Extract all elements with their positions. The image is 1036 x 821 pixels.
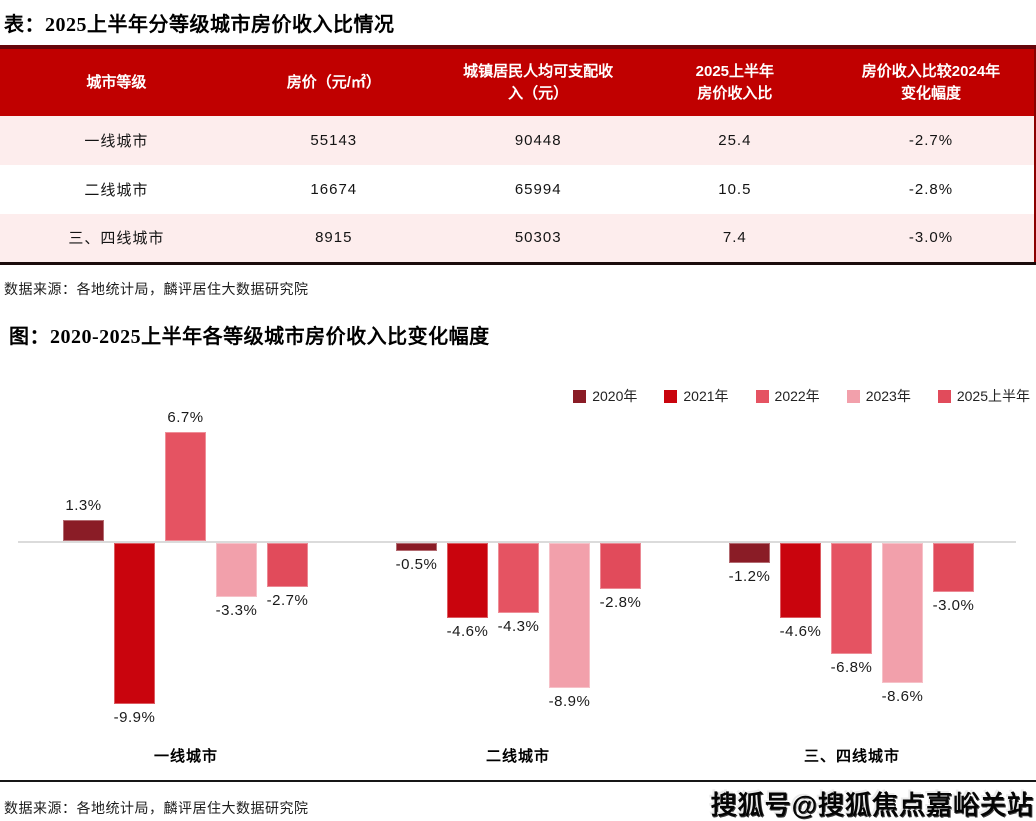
chart-bottom-rule <box>0 780 1036 782</box>
cell-change: -3.0% <box>827 214 1035 263</box>
bar-二线城市-2021年 <box>447 543 488 618</box>
legend-swatch-icon <box>664 389 678 403</box>
bar-一线城市-2021年 <box>114 543 155 704</box>
cell-price: 8915 <box>232 214 435 263</box>
bar-value-label: 6.7% <box>167 409 204 426</box>
bar-value-label: -6.8% <box>830 659 873 676</box>
chart-source-note: 数据来源：各地统计局，麟评居住大数据研究院 <box>4 800 309 816</box>
col-header-income: 城镇居民人均可支配收 入（元） <box>434 47 642 116</box>
price-income-table: 城市等级 房价（元/㎡） 城镇居民人均可支配收 入（元） 2025上半年 房价收… <box>0 45 1036 265</box>
col-header-city-tier: 城市等级 <box>0 47 233 116</box>
legend-label: 2025上半年 <box>956 388 1030 404</box>
bar-一线城市-2020年 <box>63 520 104 541</box>
bar-value-label: -4.3% <box>497 618 540 635</box>
cell-price: 16674 <box>232 165 435 214</box>
x-axis-label-tier2: 二线城市 <box>485 748 550 765</box>
table-source-note: 数据来源：各地统计局，麟评居住大数据研究院 <box>4 281 309 297</box>
cell-change: -2.7% <box>827 116 1035 165</box>
zero-axis-line <box>18 541 1016 543</box>
table-title: 表：2025上半年分等级城市房价收入比情况 <box>4 14 395 36</box>
bar-三、四线城市-2023年 <box>882 543 923 683</box>
bar-三、四线城市-2022年 <box>831 543 872 654</box>
bar-value-label: -4.6% <box>446 623 489 640</box>
cell-income: 50303 <box>434 214 642 263</box>
legend-label: 2022年 <box>774 388 820 404</box>
bar-三、四线城市-2021年 <box>780 543 821 618</box>
bar-value-label: -0.5% <box>395 556 438 573</box>
legend-item-2025上半年: 2025上半年 <box>937 386 1030 406</box>
bar-value-label: -8.6% <box>881 688 924 705</box>
plot-area: 1.3% -9.9% 6.7% -3.3% -2.7% -0.5% -4.6% -4.3% -8… <box>0 409 1036 750</box>
table-row: 一线城市 55143 90448 25.4 -2.7% <box>0 116 1035 165</box>
bar-value-label: -3.3% <box>215 602 258 619</box>
chart-legend: 2020年 2021年 2022年 2023年 2025上半年 <box>573 386 1030 406</box>
legend-label: 2021年 <box>683 388 729 404</box>
chart-title: 图：2020-2025上半年各等级城市房价收入比变化幅度 <box>9 326 490 348</box>
bar-三、四线城市-2025上半年 <box>933 543 974 592</box>
table-header: 城市等级 房价（元/㎡） 城镇居民人均可支配收 入（元） 2025上半年 房价收… <box>0 47 1035 116</box>
cell-tier: 三、四线城市 <box>0 214 233 263</box>
bar-value-label: -1.2% <box>728 568 771 585</box>
bar-二线城市-2023年 <box>549 543 590 688</box>
legend-swatch-icon <box>937 389 951 403</box>
bar-一线城市-2022年 <box>165 432 206 541</box>
cell-ratio: 10.5 <box>641 165 828 214</box>
legend-item-2022年: 2022年 <box>755 386 820 406</box>
table-row: 二线城市 16674 65994 10.5 -2.8% <box>0 165 1035 214</box>
x-axis-label-tier1: 一线城市 <box>153 748 218 765</box>
bar-一线城市-2023年 <box>216 543 257 597</box>
sohu-watermark: 搜狐号@搜狐焦点嘉峪关站 <box>710 790 1034 820</box>
bar-value-label: -4.6% <box>779 623 822 640</box>
bar-value-label: -9.9% <box>113 709 156 726</box>
bar-二线城市-2025上半年 <box>600 543 641 589</box>
bar-value-label: -2.7% <box>266 592 309 609</box>
legend-swatch-icon <box>755 389 769 403</box>
bar-value-label: -3.0% <box>932 597 975 614</box>
cell-tier: 一线城市 <box>0 116 233 165</box>
legend-item-2023年: 2023年 <box>846 386 911 406</box>
cell-tier: 二线城市 <box>0 165 233 214</box>
table-row: 三、四线城市 8915 50303 7.4 -3.0% <box>0 214 1035 263</box>
legend-item-2021年: 2021年 <box>664 386 729 406</box>
legend-label: 2023年 <box>865 388 911 404</box>
bar-二线城市-2020年 <box>396 543 437 551</box>
cell-price: 55143 <box>232 116 435 165</box>
cell-ratio: 25.4 <box>641 116 828 165</box>
legend-swatch-icon <box>573 389 587 403</box>
col-header-change: 房价收入比较2024年 变化幅度 <box>827 47 1035 116</box>
bar-value-label: 1.3% <box>65 497 102 514</box>
legend-item-2020年: 2020年 <box>573 386 637 406</box>
bar-value-label: -8.9% <box>548 693 591 710</box>
legend-label: 2020年 <box>592 388 638 404</box>
cell-change: -2.8% <box>827 165 1035 214</box>
col-header-price: 房价（元/㎡） <box>232 47 435 116</box>
bar-一线城市-2025上半年 <box>267 543 308 587</box>
cell-ratio: 7.4 <box>641 214 828 263</box>
x-axis-label-tier3: 三、四线城市 <box>803 748 900 765</box>
bar-二线城市-2022年 <box>498 543 539 613</box>
legend-swatch-icon <box>846 389 860 403</box>
bar-value-label: -2.8% <box>599 594 642 611</box>
cell-income: 90448 <box>434 116 642 165</box>
bar-三、四线城市-2020年 <box>729 543 770 563</box>
col-header-ratio: 2025上半年 房价收入比 <box>641 47 828 116</box>
cell-income: 65994 <box>434 165 642 214</box>
